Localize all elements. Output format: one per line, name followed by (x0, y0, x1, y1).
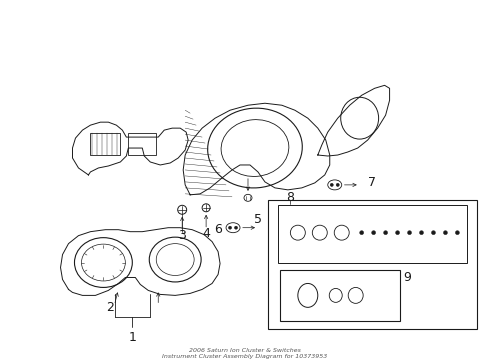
Text: 6: 6 (214, 223, 222, 236)
Bar (277, 205, 467, 262)
Ellipse shape (395, 231, 399, 235)
Ellipse shape (407, 231, 411, 235)
Ellipse shape (329, 183, 332, 186)
Ellipse shape (454, 231, 458, 235)
Ellipse shape (359, 231, 363, 235)
Text: 7: 7 (367, 176, 375, 189)
Bar (128, 133, 156, 155)
Ellipse shape (228, 226, 231, 229)
Ellipse shape (430, 231, 435, 235)
Text: 4: 4 (202, 227, 210, 240)
Ellipse shape (371, 231, 375, 235)
Ellipse shape (419, 231, 423, 235)
Text: Instrument Cluster Assembly Diagram for 10373953: Instrument Cluster Assembly Diagram for … (162, 354, 326, 359)
Ellipse shape (383, 231, 387, 235)
Ellipse shape (234, 226, 237, 229)
Text: 1: 1 (128, 331, 136, 344)
Text: 8: 8 (285, 191, 293, 204)
Text: 3: 3 (178, 229, 186, 242)
Text: 2006 Saturn Ion Cluster & Switches: 2006 Saturn Ion Cluster & Switches (188, 348, 300, 353)
Text: 9: 9 (403, 271, 410, 284)
Ellipse shape (336, 183, 339, 186)
Ellipse shape (443, 231, 447, 235)
Text: 5: 5 (253, 213, 262, 226)
Bar (90, 133, 120, 155)
Bar (279, 270, 399, 321)
Bar (267, 200, 476, 329)
Text: 2: 2 (106, 301, 114, 314)
